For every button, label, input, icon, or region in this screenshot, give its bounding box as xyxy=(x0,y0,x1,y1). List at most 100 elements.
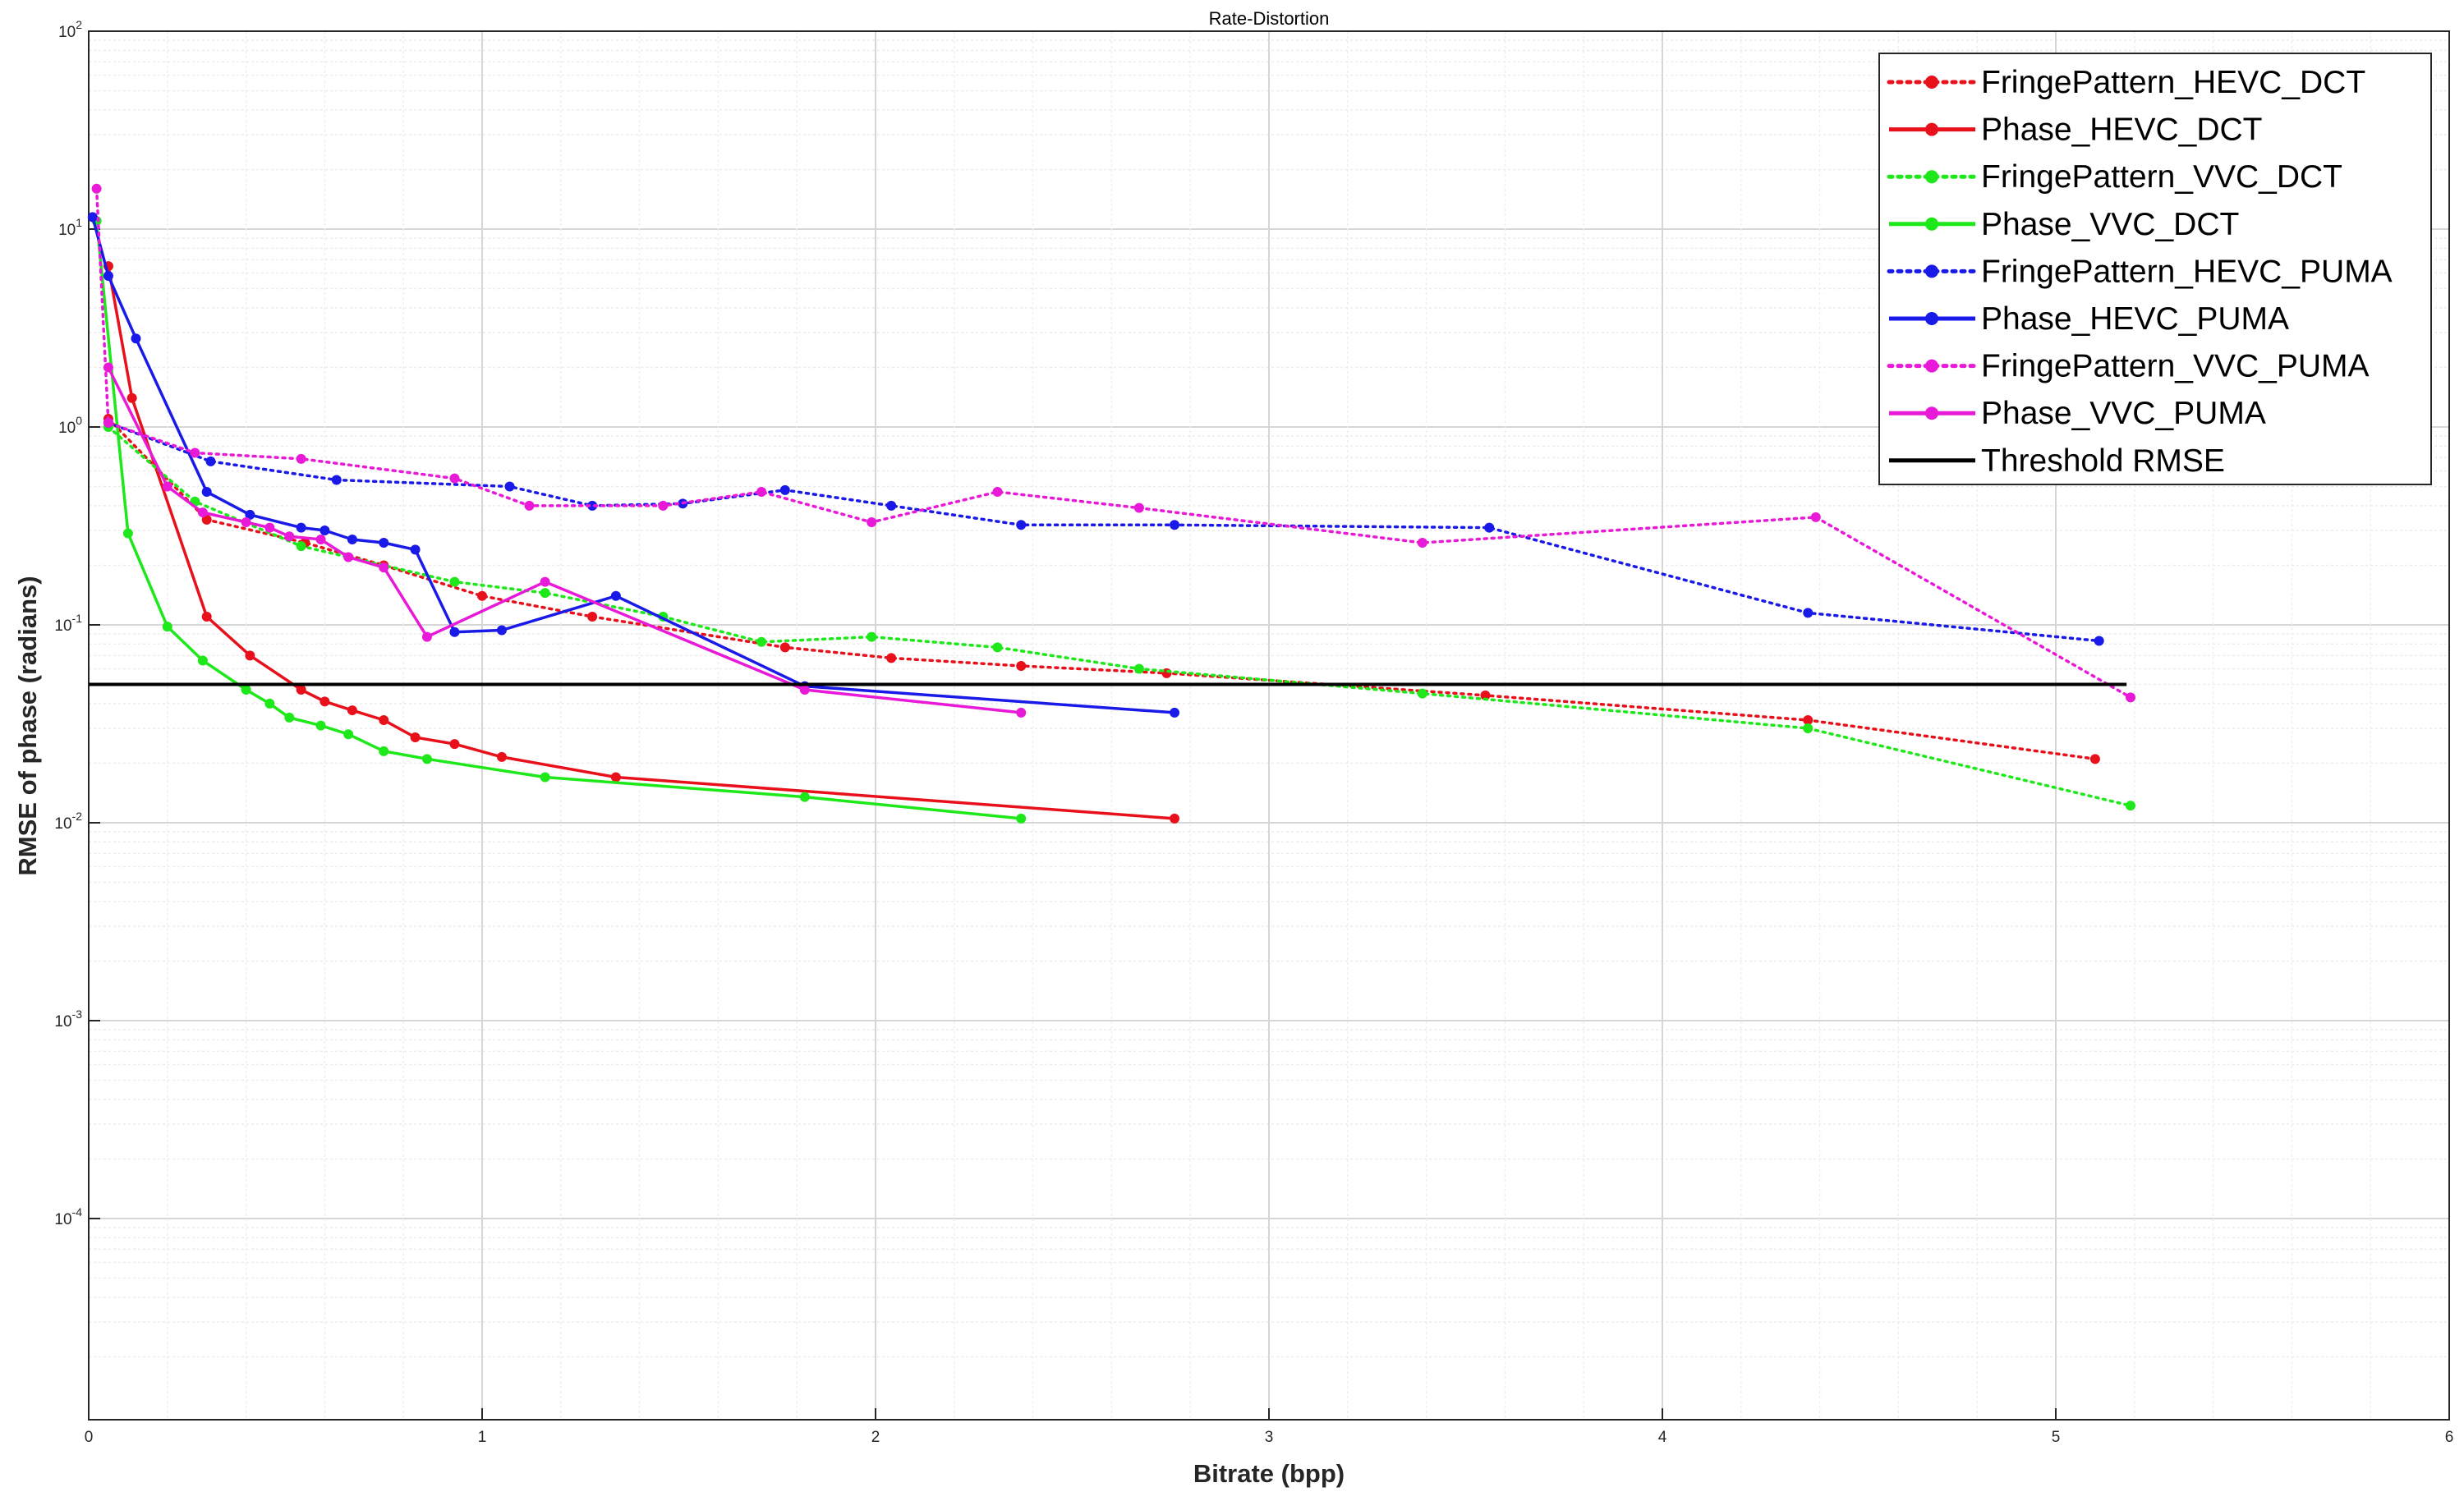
legend-entry-fringepattern-vvc-puma: FringePattern_VVC_PUMA xyxy=(1887,349,2370,384)
legend: FringePattern_HEVC_DCT Phase_HEVC_DCT Frin… xyxy=(1878,53,2432,485)
data-point xyxy=(241,517,251,528)
legend-label: FringePattern_HEVC_DCT xyxy=(1981,65,2365,100)
data-point xyxy=(343,729,354,740)
data-point xyxy=(610,772,621,783)
legend-entry-phase-vvc-dct: Phase_VVC_DCT xyxy=(1889,207,2239,242)
series-fringepattern-vvc-puma xyxy=(91,183,2136,703)
data-point xyxy=(496,751,507,762)
data-point xyxy=(103,362,113,373)
data-point xyxy=(449,627,460,637)
data-point xyxy=(1417,688,1427,699)
data-point xyxy=(867,517,877,528)
x-tick-label: 0 xyxy=(85,1429,94,1446)
data-point xyxy=(162,622,172,632)
data-point xyxy=(1803,608,1814,618)
data-point xyxy=(1170,813,1180,824)
data-point xyxy=(1803,723,1814,734)
data-point xyxy=(201,514,212,525)
legend-label: Phase_HEVC_DCT xyxy=(1981,112,2262,148)
legend-entry-phase-hevc-dct: Phase_HEVC_DCT xyxy=(1889,112,2262,148)
data-point xyxy=(197,655,208,666)
data-point xyxy=(284,712,295,723)
y-tick-label: 102 xyxy=(58,18,82,41)
data-point xyxy=(319,526,330,536)
data-point xyxy=(540,772,550,783)
data-point xyxy=(1810,512,1821,522)
x-tick-label: 5 xyxy=(2052,1429,2061,1446)
chart-title: Rate-Distortion xyxy=(1209,8,1330,29)
data-point xyxy=(296,522,306,533)
data-point xyxy=(2126,801,2136,811)
data-point xyxy=(1016,520,1027,530)
data-point xyxy=(2089,754,2100,764)
x-axis-title: Bitrate (bpp) xyxy=(1193,1459,1345,1488)
legend-marker xyxy=(1925,122,1938,136)
series-phase-hevc-dct xyxy=(103,261,1180,824)
data-point xyxy=(296,685,306,695)
legend-entry-threshold-rmse: Threshold RMSE xyxy=(1889,443,2225,479)
legend-entry-fringepattern-hevc-puma: FringePattern_HEVC_PUMA xyxy=(1887,254,2393,289)
data-point xyxy=(87,212,98,223)
data-point xyxy=(296,541,306,552)
data-point xyxy=(315,535,326,545)
series-phase-vvc-puma xyxy=(103,362,1027,718)
data-point xyxy=(201,612,212,622)
data-point xyxy=(449,739,460,750)
data-point xyxy=(1803,715,1814,726)
data-point xyxy=(331,475,342,485)
series-phase-vvc-dct xyxy=(91,216,1027,824)
data-point xyxy=(379,746,389,756)
data-point xyxy=(284,531,295,542)
data-point xyxy=(410,732,421,743)
data-point xyxy=(2094,636,2104,646)
data-point xyxy=(421,631,432,642)
series-fringepattern-vvc-dct xyxy=(103,422,2136,811)
data-point xyxy=(379,537,389,548)
data-point xyxy=(799,792,810,802)
legend-entry-fringepattern-vvc-dct: FringePattern_VVC_DCT xyxy=(1887,159,2342,195)
data-point xyxy=(131,333,141,344)
data-point xyxy=(477,590,487,601)
data-point xyxy=(296,453,306,464)
data-point xyxy=(264,522,275,533)
data-point xyxy=(103,417,113,428)
series-fringepattern-hevc-dct xyxy=(103,414,2100,764)
legend-marker xyxy=(1925,312,1938,325)
data-point xyxy=(1170,707,1180,718)
legend-label: FringePattern_HEVC_PUMA xyxy=(1981,254,2393,289)
data-point xyxy=(992,487,1003,498)
data-point xyxy=(241,685,251,695)
data-point xyxy=(658,500,669,511)
legend-entry-phase-vvc-puma: Phase_VVC_PUMA xyxy=(1889,396,2266,431)
legend-marker xyxy=(1925,264,1938,278)
data-point xyxy=(421,754,432,764)
y-tick-label: 101 xyxy=(58,216,82,239)
legend-label: Phase_VVC_DCT xyxy=(1981,207,2239,242)
data-point xyxy=(779,642,790,653)
data-point xyxy=(1133,503,1144,513)
data-point xyxy=(347,705,357,716)
data-point xyxy=(587,500,598,511)
data-point xyxy=(245,650,255,661)
y-tick-label: 10-2 xyxy=(54,810,82,833)
legend-label: Threshold RMSE xyxy=(1981,443,2225,479)
data-point xyxy=(1016,661,1027,672)
x-tick-label: 6 xyxy=(2445,1429,2454,1446)
data-point xyxy=(504,481,515,492)
legend-marker xyxy=(1925,359,1938,373)
series-layer xyxy=(87,183,2136,824)
data-point xyxy=(587,612,598,622)
data-point xyxy=(205,456,216,466)
data-point xyxy=(779,484,790,495)
series-line-phase-vvc-dct xyxy=(94,220,1022,820)
data-point xyxy=(379,562,389,573)
legend-entry-fringepattern-hevc-dct: FringePattern_HEVC_DCT xyxy=(1887,65,2365,100)
legend-entry-phase-hevc-puma: Phase_HEVC_PUMA xyxy=(1889,301,2289,337)
data-point xyxy=(1170,520,1180,530)
data-point xyxy=(524,500,535,511)
x-tick-label: 4 xyxy=(1658,1429,1667,1446)
data-point xyxy=(1417,537,1427,548)
y-axis-title: RMSE of phase (radians) xyxy=(13,576,42,875)
data-point xyxy=(245,509,255,520)
